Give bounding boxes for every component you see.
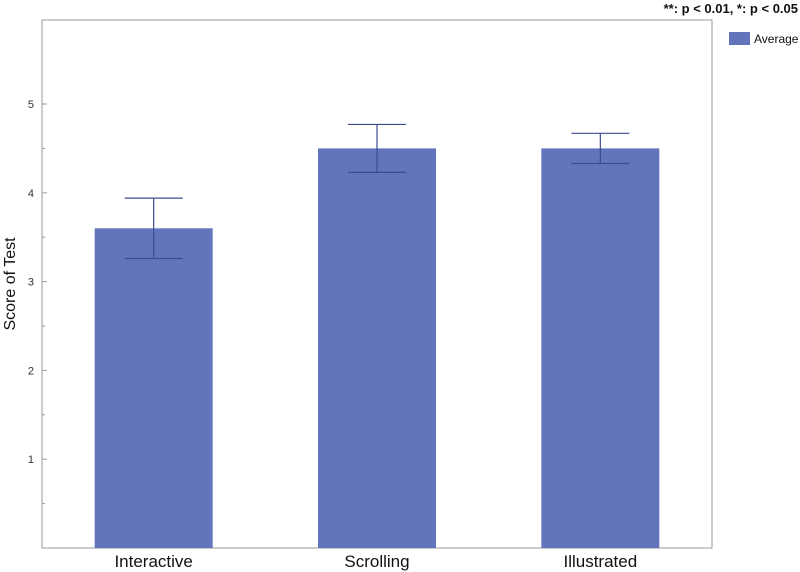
y-tick-label: 4 bbox=[28, 188, 34, 200]
bar-scrolling bbox=[318, 148, 436, 548]
legend-label-average: Average bbox=[754, 32, 799, 46]
error-bar-group bbox=[124, 123, 630, 260]
legend: Average bbox=[729, 32, 799, 46]
y-tick-label: 1 bbox=[28, 454, 34, 466]
x-tick-label-interactive: Interactive bbox=[114, 552, 192, 571]
x-tick-label-illustrated: Illustrated bbox=[563, 552, 637, 571]
significance-note: **: p < 0.01, *: p < 0.05 bbox=[664, 1, 798, 16]
error-bar-scrolling bbox=[348, 123, 406, 173]
x-axis: Interactive Scrolling Illustrated bbox=[114, 552, 637, 571]
y-axis-label: Score of Test bbox=[2, 237, 19, 331]
bar-group bbox=[94, 148, 660, 548]
x-tick-label-scrolling: Scrolling bbox=[344, 552, 409, 571]
y-tick-label: 2 bbox=[28, 365, 34, 377]
error-bar-illustrated bbox=[571, 132, 630, 165]
bar-interactive bbox=[94, 228, 213, 548]
legend-swatch bbox=[729, 32, 750, 45]
error-bar-interactive bbox=[124, 197, 183, 260]
bar-illustrated bbox=[541, 148, 660, 548]
y-axis: 1 2 3 4 5 bbox=[28, 99, 47, 505]
y-tick-label: 5 bbox=[28, 99, 34, 111]
y-tick-label: 3 bbox=[28, 277, 34, 289]
